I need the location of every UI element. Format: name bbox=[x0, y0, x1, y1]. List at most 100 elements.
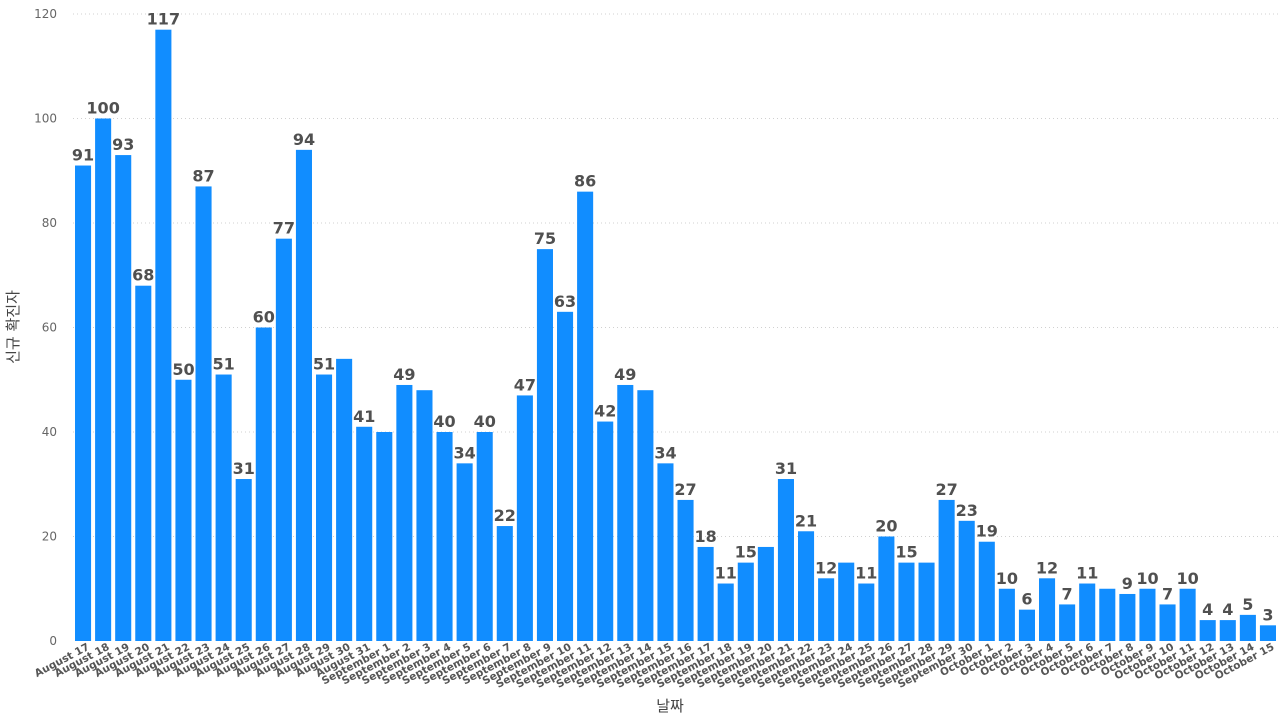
bar bbox=[496, 526, 513, 641]
bar bbox=[838, 562, 855, 641]
bar bbox=[557, 311, 574, 641]
data-label: 21 bbox=[795, 511, 817, 530]
data-label: 117 bbox=[147, 10, 180, 29]
data-label: 51 bbox=[313, 355, 335, 374]
data-label: 91 bbox=[72, 146, 94, 165]
data-label: 4 bbox=[1202, 600, 1213, 619]
data-label: 31 bbox=[233, 459, 255, 478]
bar bbox=[1079, 583, 1096, 641]
bar bbox=[255, 327, 272, 641]
data-label: 77 bbox=[273, 219, 295, 238]
bar bbox=[1199, 620, 1216, 641]
bar bbox=[295, 149, 312, 641]
bar bbox=[918, 562, 935, 641]
data-label: 51 bbox=[212, 355, 234, 374]
data-label: 22 bbox=[494, 506, 516, 525]
bar bbox=[476, 432, 493, 641]
bar bbox=[416, 390, 433, 641]
bar bbox=[958, 520, 975, 641]
bar bbox=[938, 499, 955, 641]
data-label: 6 bbox=[1021, 590, 1032, 609]
data-label: 68 bbox=[132, 266, 154, 285]
data-label: 11 bbox=[1076, 564, 1098, 583]
bar bbox=[536, 249, 553, 641]
bar bbox=[1259, 625, 1276, 641]
data-label: 10 bbox=[1136, 569, 1158, 588]
data-label: 11 bbox=[715, 564, 737, 583]
bar bbox=[597, 421, 614, 641]
bar bbox=[717, 583, 734, 641]
bar bbox=[1018, 609, 1035, 641]
bar bbox=[456, 463, 473, 641]
bar bbox=[617, 384, 634, 641]
bar bbox=[697, 546, 714, 641]
data-label: 34 bbox=[453, 443, 475, 462]
bar bbox=[396, 384, 413, 641]
bar bbox=[316, 374, 333, 641]
data-label: 12 bbox=[815, 558, 837, 577]
bar bbox=[1239, 614, 1256, 641]
bar bbox=[275, 238, 292, 642]
bar bbox=[878, 536, 895, 641]
bar bbox=[516, 395, 533, 641]
data-label: 100 bbox=[86, 99, 119, 118]
data-label: 40 bbox=[433, 412, 455, 431]
bar bbox=[998, 588, 1015, 641]
data-label: 34 bbox=[654, 443, 676, 462]
bar bbox=[115, 155, 132, 641]
bar bbox=[1119, 593, 1136, 641]
data-label: 93 bbox=[112, 135, 134, 154]
bar bbox=[1179, 588, 1196, 641]
bars bbox=[75, 29, 1276, 642]
data-labels: 9110093681175087513160779451414940344022… bbox=[72, 10, 1274, 625]
bar bbox=[1039, 578, 1056, 641]
data-label: 49 bbox=[614, 365, 636, 384]
data-label: 10 bbox=[1176, 569, 1198, 588]
data-label: 10 bbox=[996, 569, 1018, 588]
bar bbox=[436, 432, 453, 641]
x-axis-title: 날짜 bbox=[656, 697, 684, 715]
data-label: 40 bbox=[474, 412, 496, 431]
data-label: 11 bbox=[855, 564, 877, 583]
y-tick-label: 100 bbox=[34, 112, 57, 126]
data-label: 87 bbox=[192, 166, 214, 185]
bar bbox=[978, 541, 995, 641]
data-label: 86 bbox=[574, 172, 596, 191]
data-label: 7 bbox=[1162, 584, 1173, 603]
data-label: 3 bbox=[1262, 605, 1273, 624]
y-axis-title: 신규 확진자 bbox=[4, 290, 22, 364]
bar bbox=[155, 29, 172, 642]
bar bbox=[677, 499, 694, 641]
bar bbox=[1159, 604, 1176, 641]
gridlines bbox=[73, 13, 1278, 537]
bar bbox=[798, 531, 815, 641]
data-label: 5 bbox=[1242, 595, 1253, 614]
data-label: 63 bbox=[554, 292, 576, 311]
bar bbox=[757, 546, 774, 641]
data-label: 18 bbox=[694, 527, 716, 546]
bar bbox=[376, 432, 393, 641]
data-label: 42 bbox=[594, 402, 616, 421]
data-label: 94 bbox=[293, 130, 315, 149]
bar bbox=[135, 285, 152, 641]
bar bbox=[637, 390, 654, 641]
data-label: 7 bbox=[1062, 584, 1073, 603]
bar bbox=[1099, 588, 1116, 641]
data-label: 49 bbox=[393, 365, 415, 384]
data-label: 75 bbox=[534, 229, 556, 248]
y-tick-label: 40 bbox=[42, 425, 57, 439]
y-tick-label: 20 bbox=[42, 530, 57, 544]
bar bbox=[75, 165, 92, 641]
bar bbox=[336, 358, 353, 641]
bar bbox=[1059, 604, 1076, 641]
data-label: 41 bbox=[353, 407, 375, 426]
bar bbox=[195, 186, 212, 642]
data-label: 27 bbox=[935, 480, 957, 499]
data-label: 19 bbox=[976, 522, 998, 541]
data-label: 23 bbox=[956, 501, 978, 520]
data-label: 12 bbox=[1036, 558, 1058, 577]
bar bbox=[657, 463, 674, 641]
bar bbox=[95, 118, 112, 641]
